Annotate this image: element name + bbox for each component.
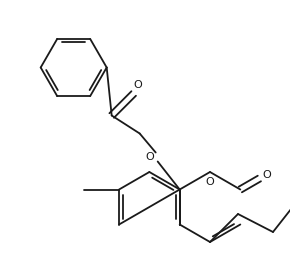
Text: O: O xyxy=(133,81,142,91)
Text: O: O xyxy=(262,169,271,180)
Text: O: O xyxy=(145,152,154,162)
Text: O: O xyxy=(206,177,214,187)
